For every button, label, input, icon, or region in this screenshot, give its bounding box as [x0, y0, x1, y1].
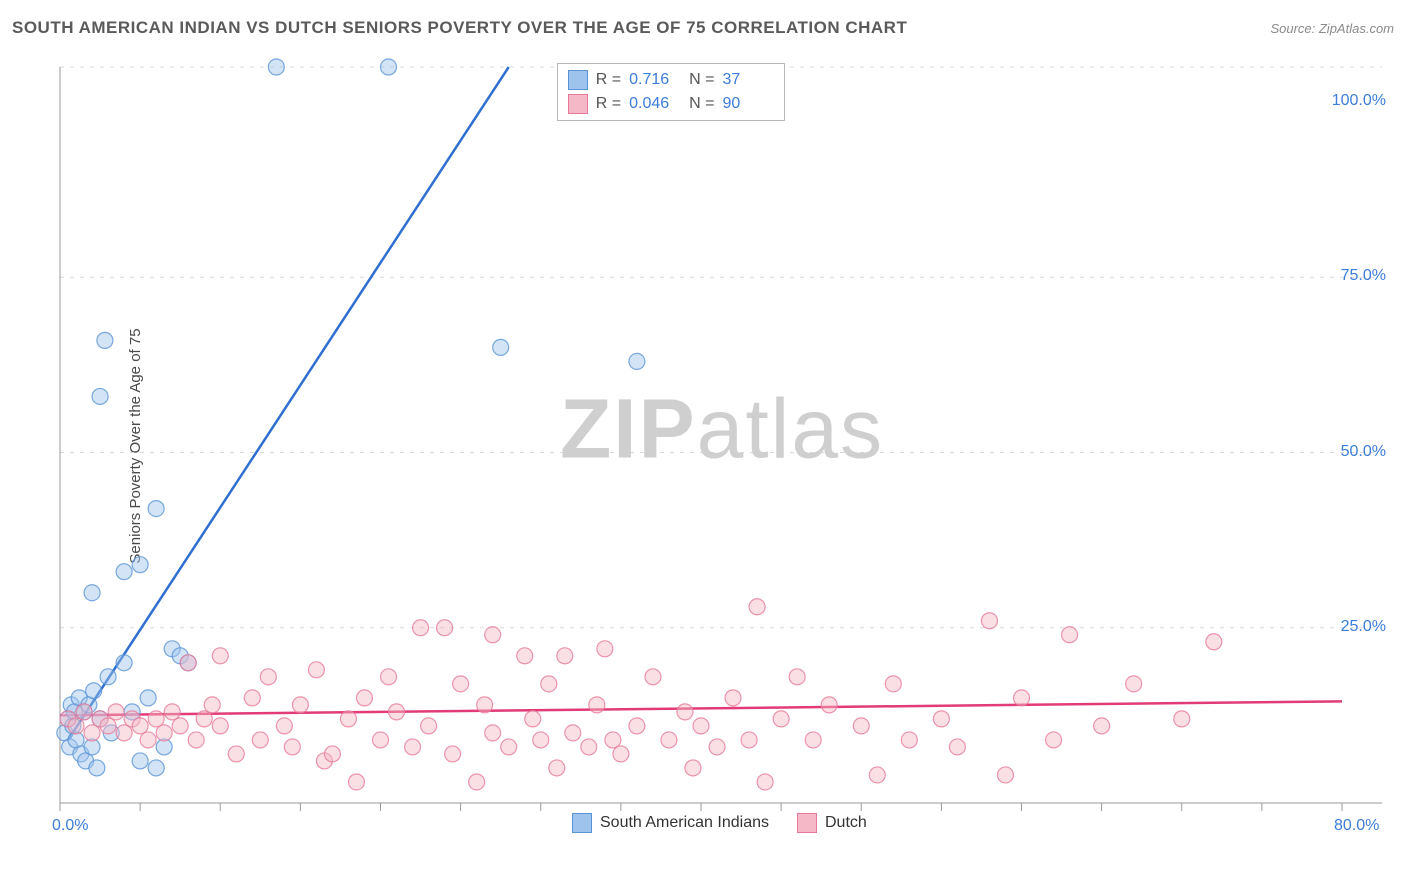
legend-stats-row: R = 0.046 N = 90 — [568, 92, 775, 116]
legend-swatch — [797, 813, 817, 833]
y-tick-label: 25.0% — [1341, 618, 1386, 636]
legend-series-item: South American Indians — [572, 813, 769, 833]
legend-swatch — [568, 70, 588, 90]
legend-stats-row: R = 0.716 N = 37 — [568, 68, 775, 92]
legend-stats: R = 0.716 N = 37 R = 0.046 N = 90 — [557, 63, 786, 121]
legend-n-label: N = — [689, 71, 714, 89]
legend-r-label: R = — [596, 95, 621, 113]
legend-series: South American Indians Dutch — [572, 813, 867, 833]
y-tick-label: 100.0% — [1332, 92, 1386, 110]
scatter-chart — [52, 55, 1392, 835]
legend-r-label: R = — [596, 71, 621, 89]
plot-area: ZIPatlas R =0.716N =37R =0.046N =90 Sout… — [52, 55, 1392, 835]
x-tick-label: 0.0% — [52, 817, 88, 835]
x-tick-label: 80.0% — [1334, 817, 1379, 835]
legend-n-value: 37 — [722, 71, 774, 89]
legend-swatch — [568, 94, 588, 114]
legend-series-label: South American Indians — [600, 814, 769, 832]
legend-r-value: 0.046 — [629, 95, 681, 113]
legend-swatch — [572, 813, 592, 833]
chart-title: SOUTH AMERICAN INDIAN VS DUTCH SENIORS P… — [12, 18, 907, 38]
legend-series-label: Dutch — [825, 814, 867, 832]
source-label: Source: ZipAtlas.com — [1270, 21, 1394, 36]
legend-n-label: N = — [689, 95, 714, 113]
y-tick-label: 50.0% — [1341, 443, 1386, 461]
legend-r-value: 0.716 — [629, 71, 681, 89]
legend-series-item: Dutch — [797, 813, 867, 833]
legend-n-value: 90 — [722, 95, 774, 113]
y-tick-label: 75.0% — [1341, 267, 1386, 285]
